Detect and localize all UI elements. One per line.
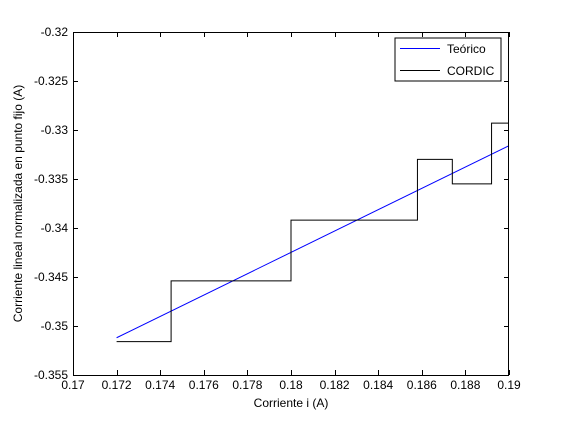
x-tick-label: 0.174 [145, 378, 175, 392]
x-tick-label: 0.176 [189, 378, 219, 392]
y-tick-label: -0.34 [41, 221, 69, 235]
y-tick-label: -0.325 [34, 74, 68, 88]
ticks-layer: 0.17 0.172 0.174 0.176 0.178 0.18 0.182 0.184 0.… [34, 25, 521, 392]
x-axis-label: Corriente i (A) [254, 396, 329, 410]
x-tick-label: 0.18 [279, 378, 303, 392]
y-tick-label: -0.335 [34, 172, 68, 186]
legend: Teórico CORDIC [394, 37, 502, 82]
legend-box [394, 37, 502, 82]
y-tick-label: -0.35 [41, 319, 69, 333]
y-tick-label: -0.345 [34, 270, 68, 284]
series-layer [116, 122, 510, 343]
x-tick-label: 0.172 [102, 378, 132, 392]
legend-label-cordic: CORDIC [447, 64, 495, 78]
y-axis-label: Corriente lineal normalizada en punto fi… [11, 85, 25, 322]
x-tick-label: 0.188 [450, 378, 480, 392]
x-tick-label: 0.184 [363, 378, 393, 392]
series-line-cordic [116, 122, 509, 343]
y-tick-label: -0.32 [41, 25, 69, 39]
x-tick-label: 0.17 [61, 378, 85, 392]
x-tick-label: 0.182 [320, 378, 350, 392]
legend-label-teorico: Teórico [447, 42, 486, 56]
x-tick-label: 0.178 [232, 378, 262, 392]
y-tick-label: -0.33 [41, 123, 69, 137]
plot-area [73, 32, 509, 375]
y-tick-label: -0.355 [34, 368, 68, 382]
x-tick-label: 0.186 [407, 378, 437, 392]
series-line-teorico [116, 145, 510, 339]
x-tick-label: 0.19 [497, 378, 521, 392]
